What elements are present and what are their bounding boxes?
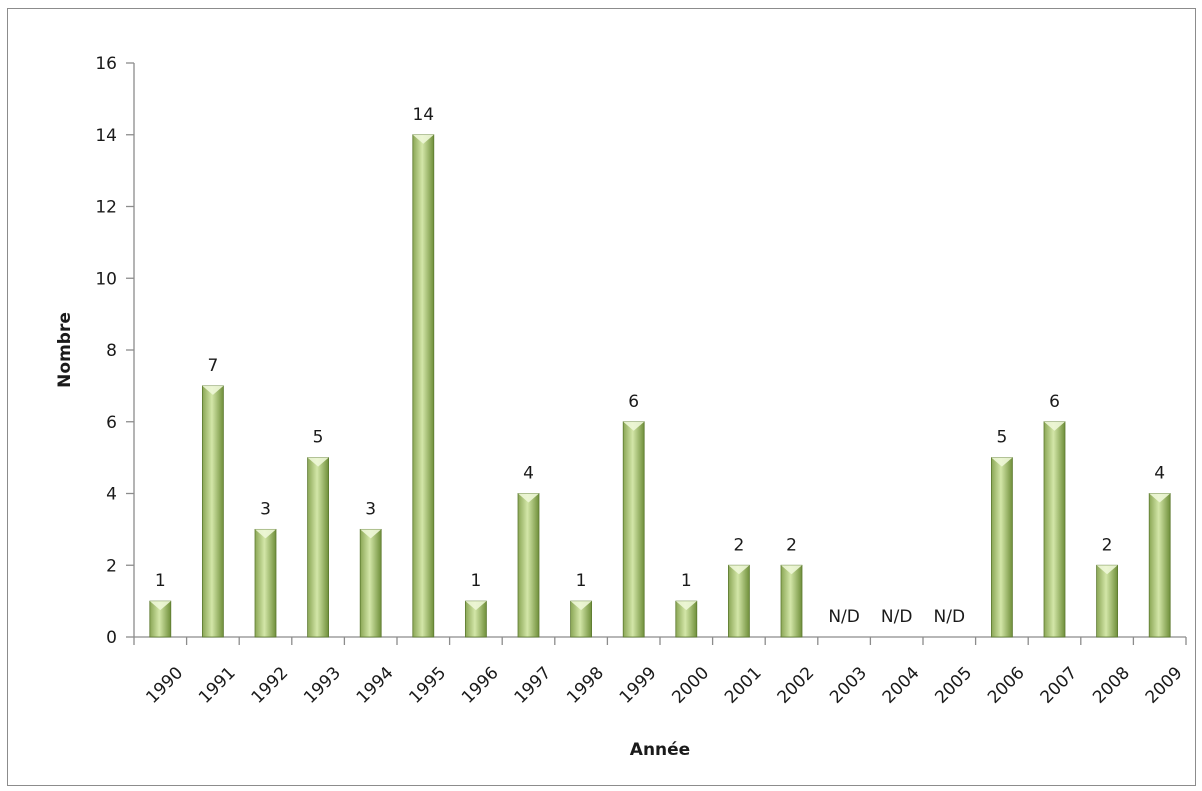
x-axis-title: Année [630,740,690,760]
bar-bevel [149,601,171,611]
data-label: 6 [628,392,639,412]
x-tick-label: 2009 [1142,663,1187,708]
data-label: N/D [881,607,913,627]
bar [201,385,224,638]
bar-bevel [675,601,697,611]
bar-bevel [623,421,645,431]
bar-bevel [255,529,276,539]
bar-bevel [991,457,1013,467]
bar-bevel [202,385,224,395]
data-label: 1 [470,571,481,591]
data-label: 3 [260,499,271,519]
data-label: N/D [828,607,860,627]
bar [622,421,645,638]
data-label: 4 [523,464,534,484]
x-tick-label: 2000 [668,663,713,708]
bars [149,134,1171,638]
data-label: 2 [786,535,797,555]
data-label: 1 [681,571,692,591]
bar [1148,493,1171,638]
bar-bevel [1149,493,1171,503]
x-tick-label: 2001 [721,663,766,708]
y-tick-label: 6 [106,413,117,433]
x-tick-label: 1990 [142,663,187,708]
bar-bevel [728,565,750,575]
x-axis: 1990 1991 1992 1993 1994 1995 1996 1997 1998 1999… [133,636,1187,708]
y-tick-label: 10 [95,269,117,289]
x-tick-label: 2007 [1037,663,1082,708]
bar-bevel [1044,421,1065,431]
data-label: 1 [576,571,587,591]
y-tick-label: 2 [106,556,117,576]
y-tick-label: 12 [95,198,117,218]
data-label: 5 [996,428,1007,448]
y-axis-title: Nombre [55,312,75,388]
y-tick-label: 16 [95,54,117,74]
x-tick-label: 2005 [931,663,976,708]
bar-bevel [1096,565,1118,575]
x-tick-label: 1991 [195,663,240,708]
y-tick-label: 0 [106,628,117,648]
x-tick-label: 1996 [458,663,503,708]
x-tick-label: 1999 [616,663,661,708]
data-label: 2 [733,535,744,555]
bar [254,528,277,638]
bar [1043,421,1066,638]
bar-bevel [465,601,487,611]
x-tick-label: 2006 [984,663,1029,708]
data-label: 4 [1154,464,1165,484]
y-axis: 0 2 4 6 8 10 12 14 16 [95,54,135,648]
x-tick-label: 1992 [248,663,293,708]
x-tick-label: 1995 [405,663,450,708]
bar [728,564,750,638]
x-tick-label: 1997 [511,663,556,708]
x-tick-label: 1998 [563,663,608,708]
bar-bevel [518,493,539,503]
x-tick-label: 2004 [879,663,924,708]
bar-bevel [360,529,382,539]
data-label: 1 [155,571,166,591]
data-label: 2 [1102,535,1113,555]
data-label: 5 [313,428,324,448]
data-label: 3 [365,499,376,519]
data-label: 14 [412,105,434,125]
y-tick-label: 8 [106,341,117,361]
bar-bevel [570,601,592,611]
data-label: 7 [207,356,218,376]
data-label: N/D [934,607,966,627]
x-tick-label: 2003 [826,663,871,708]
bar-bevel [781,565,802,575]
x-tick-label: 2008 [1089,663,1134,708]
bar [307,457,330,638]
bar [991,457,1013,638]
bar [412,134,435,638]
bar-bevel [307,457,329,467]
bar [517,493,540,638]
bar [780,564,803,638]
y-tick-label: 4 [106,485,117,505]
data-label: 6 [1049,392,1060,412]
bar [1096,564,1118,638]
x-tick-label: 1993 [300,663,345,708]
bar-bevel [412,134,434,144]
y-tick-label: 14 [95,126,117,146]
x-tick-label: 1994 [353,663,398,708]
bar [359,528,382,638]
x-tick-label: 2002 [774,663,819,708]
